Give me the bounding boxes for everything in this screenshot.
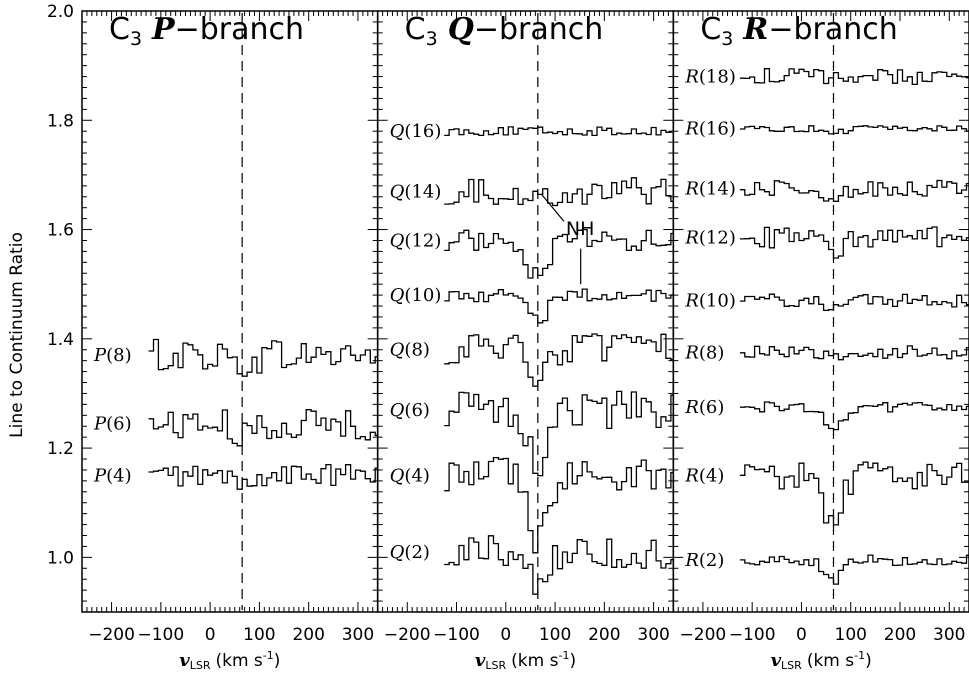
x-tick-label: −100 xyxy=(433,625,480,645)
panel-title: C3 R−branch xyxy=(700,12,897,50)
y-tick-label: 1.2 xyxy=(47,439,74,459)
x-tick-label: 200 xyxy=(884,625,916,645)
spectrum-p8 xyxy=(148,338,378,377)
spectrum-q12 xyxy=(444,228,674,279)
x-tick-label: 200 xyxy=(292,625,324,645)
y-tick-label: 2.0 xyxy=(47,2,74,22)
spectrum-r6 xyxy=(739,401,969,431)
series-label: R(18) xyxy=(684,67,736,88)
spectrum-p4 xyxy=(148,463,378,490)
series-label: R(6) xyxy=(684,397,724,418)
x-tick-label: −200 xyxy=(384,625,431,645)
spectrum-r12 xyxy=(739,226,969,259)
x-tick-label: 100 xyxy=(835,625,867,645)
annotation-label: NH xyxy=(566,218,595,240)
x-tick-label: 0 xyxy=(205,625,216,645)
series-label: R(16) xyxy=(684,118,736,139)
spectrum-q16 xyxy=(444,126,674,137)
series-label: R(12) xyxy=(684,228,736,249)
spectrum-q10 xyxy=(444,288,674,324)
panel-frame xyxy=(81,10,379,613)
y-tick-label: 1.0 xyxy=(47,548,74,568)
spectrum-r10 xyxy=(739,293,969,312)
x-tick-label: 0 xyxy=(500,625,511,645)
series-label: Q(6) xyxy=(390,400,430,421)
spectrum-q6 xyxy=(444,390,674,477)
annotation-pointer xyxy=(540,193,565,222)
panel-title: C3 P−branch xyxy=(109,12,304,50)
x-tick-label: 100 xyxy=(539,625,571,645)
x-axis-label: vLSR (km s-1) xyxy=(179,649,280,672)
x-tick-label: 300 xyxy=(637,625,669,645)
panel-r: −200 −100 0 100 200 300 vLSR (km s-1) C3 R−branch… xyxy=(672,10,969,672)
series-label: R(14) xyxy=(684,179,736,200)
series-label: P(4) xyxy=(93,465,132,486)
x-tick-label: −200 xyxy=(88,625,135,645)
y-tick-labels: 1.0 1.2 1.4 1.6 1.8 2.0 xyxy=(47,2,74,568)
series-label: Q(4) xyxy=(390,465,430,486)
series-label: Q(14) xyxy=(390,181,442,202)
series-label: Q(8) xyxy=(390,340,430,361)
spectrum-q8 xyxy=(444,333,674,387)
spectrum-r14 xyxy=(739,179,969,202)
series-label: P(6) xyxy=(93,414,132,435)
x-tick-label: 300 xyxy=(933,625,965,645)
spectrum-r2 xyxy=(739,554,969,585)
spectrum-r8 xyxy=(739,345,969,361)
x-tick-label: 200 xyxy=(588,625,620,645)
x-tick-label: 0 xyxy=(796,625,807,645)
x-tick-label: −100 xyxy=(137,625,184,645)
series-label: Q(10) xyxy=(390,285,442,306)
series-label: Q(16) xyxy=(390,121,442,142)
x-tick-label: 100 xyxy=(243,625,275,645)
series-label: R(8) xyxy=(684,342,724,363)
series-label: Q(2) xyxy=(390,542,430,563)
y-tick-label: 1.4 xyxy=(47,330,74,350)
spectrum-p6 xyxy=(148,409,378,447)
spectrum-q14 xyxy=(444,177,674,207)
series-label: R(4) xyxy=(684,465,724,486)
series-label: P(8) xyxy=(93,345,132,366)
series-label: Q(12) xyxy=(390,230,442,251)
series-label: R(2) xyxy=(684,550,724,571)
x-axis-label: vLSR (km s-1) xyxy=(771,649,872,672)
panel-title: C3 Q−branch xyxy=(405,12,604,50)
panel-q: −200 −100 0 100 200 300 vLSR (km s-1) C3 Q−branch… xyxy=(376,10,675,672)
panel-frame xyxy=(376,10,675,613)
x-tick-label: −100 xyxy=(729,625,776,645)
panel-p: −200 −100 0 100 200 300 vLSR (km s-1) C3 P−branch… xyxy=(81,10,379,672)
x-tick-label: −200 xyxy=(680,625,727,645)
x-axis-label: vLSR (km s-1) xyxy=(475,649,576,672)
series-label: R(10) xyxy=(684,291,736,312)
spectrum-q2 xyxy=(444,535,674,595)
y-axis-label: Line to Continuum Ratio xyxy=(7,232,27,438)
x-tick-label: 300 xyxy=(342,625,374,645)
spectrum-r4 xyxy=(739,461,969,526)
y-tick-label: 1.6 xyxy=(47,221,74,241)
spectrum-q4 xyxy=(444,456,674,554)
y-tick-label: 1.8 xyxy=(47,111,74,131)
spectrum-r18 xyxy=(739,68,969,86)
spectrum-r16 xyxy=(739,125,969,135)
